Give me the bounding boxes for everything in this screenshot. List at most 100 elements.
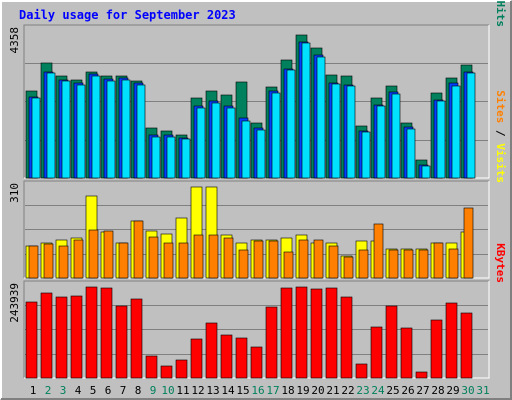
bar-kbytes-day-24 — [370, 326, 383, 379]
bar-pages-day-30 — [466, 72, 476, 179]
day-label-24: 24 — [371, 384, 385, 397]
day-label-11: 11 — [176, 384, 189, 397]
bar-sites-day-26 — [403, 249, 414, 279]
bar-kbytes-day-4 — [70, 295, 83, 379]
legend-part: Sites — [494, 90, 507, 123]
bar-sites-day-13 — [208, 234, 219, 279]
day-label-1: 1 — [30, 384, 37, 397]
bar-sites-day-22 — [343, 256, 354, 279]
ymax-label: 4358 — [8, 27, 21, 54]
day-label-9: 9 — [150, 384, 157, 397]
bar-pages-day-20 — [316, 56, 326, 179]
bar-pages-day-25 — [391, 93, 401, 179]
day-label-17: 17 — [266, 384, 279, 397]
bar-pages-day-27 — [421, 165, 431, 179]
legend-part: Hits — [494, 1, 507, 28]
day-label-25: 25 — [386, 384, 399, 397]
chart-title: Daily usage for September 2023 — [19, 8, 236, 22]
bar-sites-day-1 — [28, 245, 39, 279]
day-label-2: 2 — [45, 384, 52, 397]
bar-pages-day-14 — [226, 107, 236, 179]
bar-kbytes-day-1 — [25, 301, 38, 379]
bar-kbytes-day-13 — [205, 322, 218, 379]
bar-pages-day-15 — [241, 120, 251, 179]
bar-sites-day-21 — [328, 245, 339, 279]
bar-pages-day-11 — [181, 138, 191, 179]
series-pages — [31, 42, 476, 179]
bar-sites-day-11 — [178, 242, 189, 279]
day-label-6: 6 — [105, 384, 112, 397]
bar-kbytes-day-6 — [100, 287, 113, 379]
bar-sites-day-12 — [193, 234, 204, 279]
day-label-13: 13 — [206, 384, 219, 397]
bar-sites-day-15 — [238, 249, 249, 279]
bar-pages-day-6 — [106, 80, 116, 179]
bar-sites-day-4 — [73, 239, 84, 279]
bar-kbytes-day-10 — [160, 365, 173, 379]
bar-kbytes-day-16 — [250, 346, 263, 379]
bar-pages-day-3 — [61, 80, 71, 179]
bar-kbytes-day-23 — [355, 363, 368, 379]
bar-kbytes-day-17 — [265, 306, 278, 379]
bar-pages-day-19 — [301, 42, 311, 179]
day-label-14: 14 — [221, 384, 235, 397]
series-kbytes — [25, 286, 473, 379]
legend-part: Visits — [494, 143, 507, 183]
day-label-5: 5 — [90, 384, 97, 397]
bar-sites-day-18 — [283, 251, 294, 279]
bar-pages-day-24 — [376, 105, 386, 179]
bar-pages-day-22 — [346, 85, 356, 179]
day-label-27: 27 — [416, 384, 429, 397]
bar-sites-day-20 — [313, 239, 324, 279]
bar-kbytes-day-14 — [220, 334, 233, 379]
day-label-20: 20 — [311, 384, 324, 397]
bar-kbytes-day-21 — [325, 287, 338, 379]
day-label-21: 21 — [326, 384, 339, 397]
plot-border-shadow — [23, 180, 489, 278]
bar-kbytes-day-9 — [145, 355, 158, 379]
bar-pages-day-29 — [451, 85, 461, 179]
bar-pages-day-26 — [406, 128, 416, 179]
day-label-12: 12 — [191, 384, 204, 397]
bar-pages-day-23 — [361, 131, 371, 179]
panel-vs: 310 Sites / Visits — [8, 90, 507, 279]
bar-pages-day-17 — [271, 92, 281, 179]
day-label-31: 31 — [476, 384, 489, 397]
day-label-15: 15 — [236, 384, 249, 397]
bar-kbytes-day-28 — [430, 319, 443, 379]
bar-kbytes-day-25 — [385, 305, 398, 379]
bar-kbytes-day-11 — [175, 359, 188, 379]
bar-kbytes-day-3 — [55, 296, 68, 379]
bar-pages-day-8 — [136, 84, 146, 179]
bar-sites-day-25 — [388, 249, 399, 279]
day-label-28: 28 — [431, 384, 444, 397]
bar-kbytes-day-20 — [310, 288, 323, 379]
bar-pages-day-28 — [436, 100, 446, 179]
bar-pages-day-10 — [166, 136, 176, 179]
bar-pages-day-4 — [76, 84, 86, 179]
bar-pages-day-7 — [121, 79, 131, 179]
day-label-22: 22 — [341, 384, 354, 397]
bar-sites-day-5 — [88, 229, 99, 279]
legend-part: / — [494, 0, 507, 1]
bar-pages-day-21 — [331, 83, 341, 179]
bar-sites-day-23 — [358, 249, 369, 279]
day-label-7: 7 — [120, 384, 127, 397]
bar-sites-day-29 — [448, 248, 459, 279]
bar-kbytes-day-29 — [445, 302, 458, 379]
bar-kbytes-day-27 — [415, 371, 428, 379]
panel-pfh: 4358 Pages / Files / Hits — [8, 0, 507, 179]
bar-kbytes-day-8 — [130, 298, 143, 379]
day-label-3: 3 — [60, 384, 67, 397]
day-label-26: 26 — [401, 384, 414, 397]
ymax-label: 310 — [8, 183, 21, 203]
series-sites — [28, 207, 474, 279]
bar-sites-day-16 — [253, 240, 264, 279]
series-legend: Sites / Visits — [494, 90, 507, 183]
bar-pages-day-13 — [211, 102, 221, 179]
legend-part: KBytes — [494, 243, 507, 283]
bar-pages-day-5 — [91, 75, 101, 179]
